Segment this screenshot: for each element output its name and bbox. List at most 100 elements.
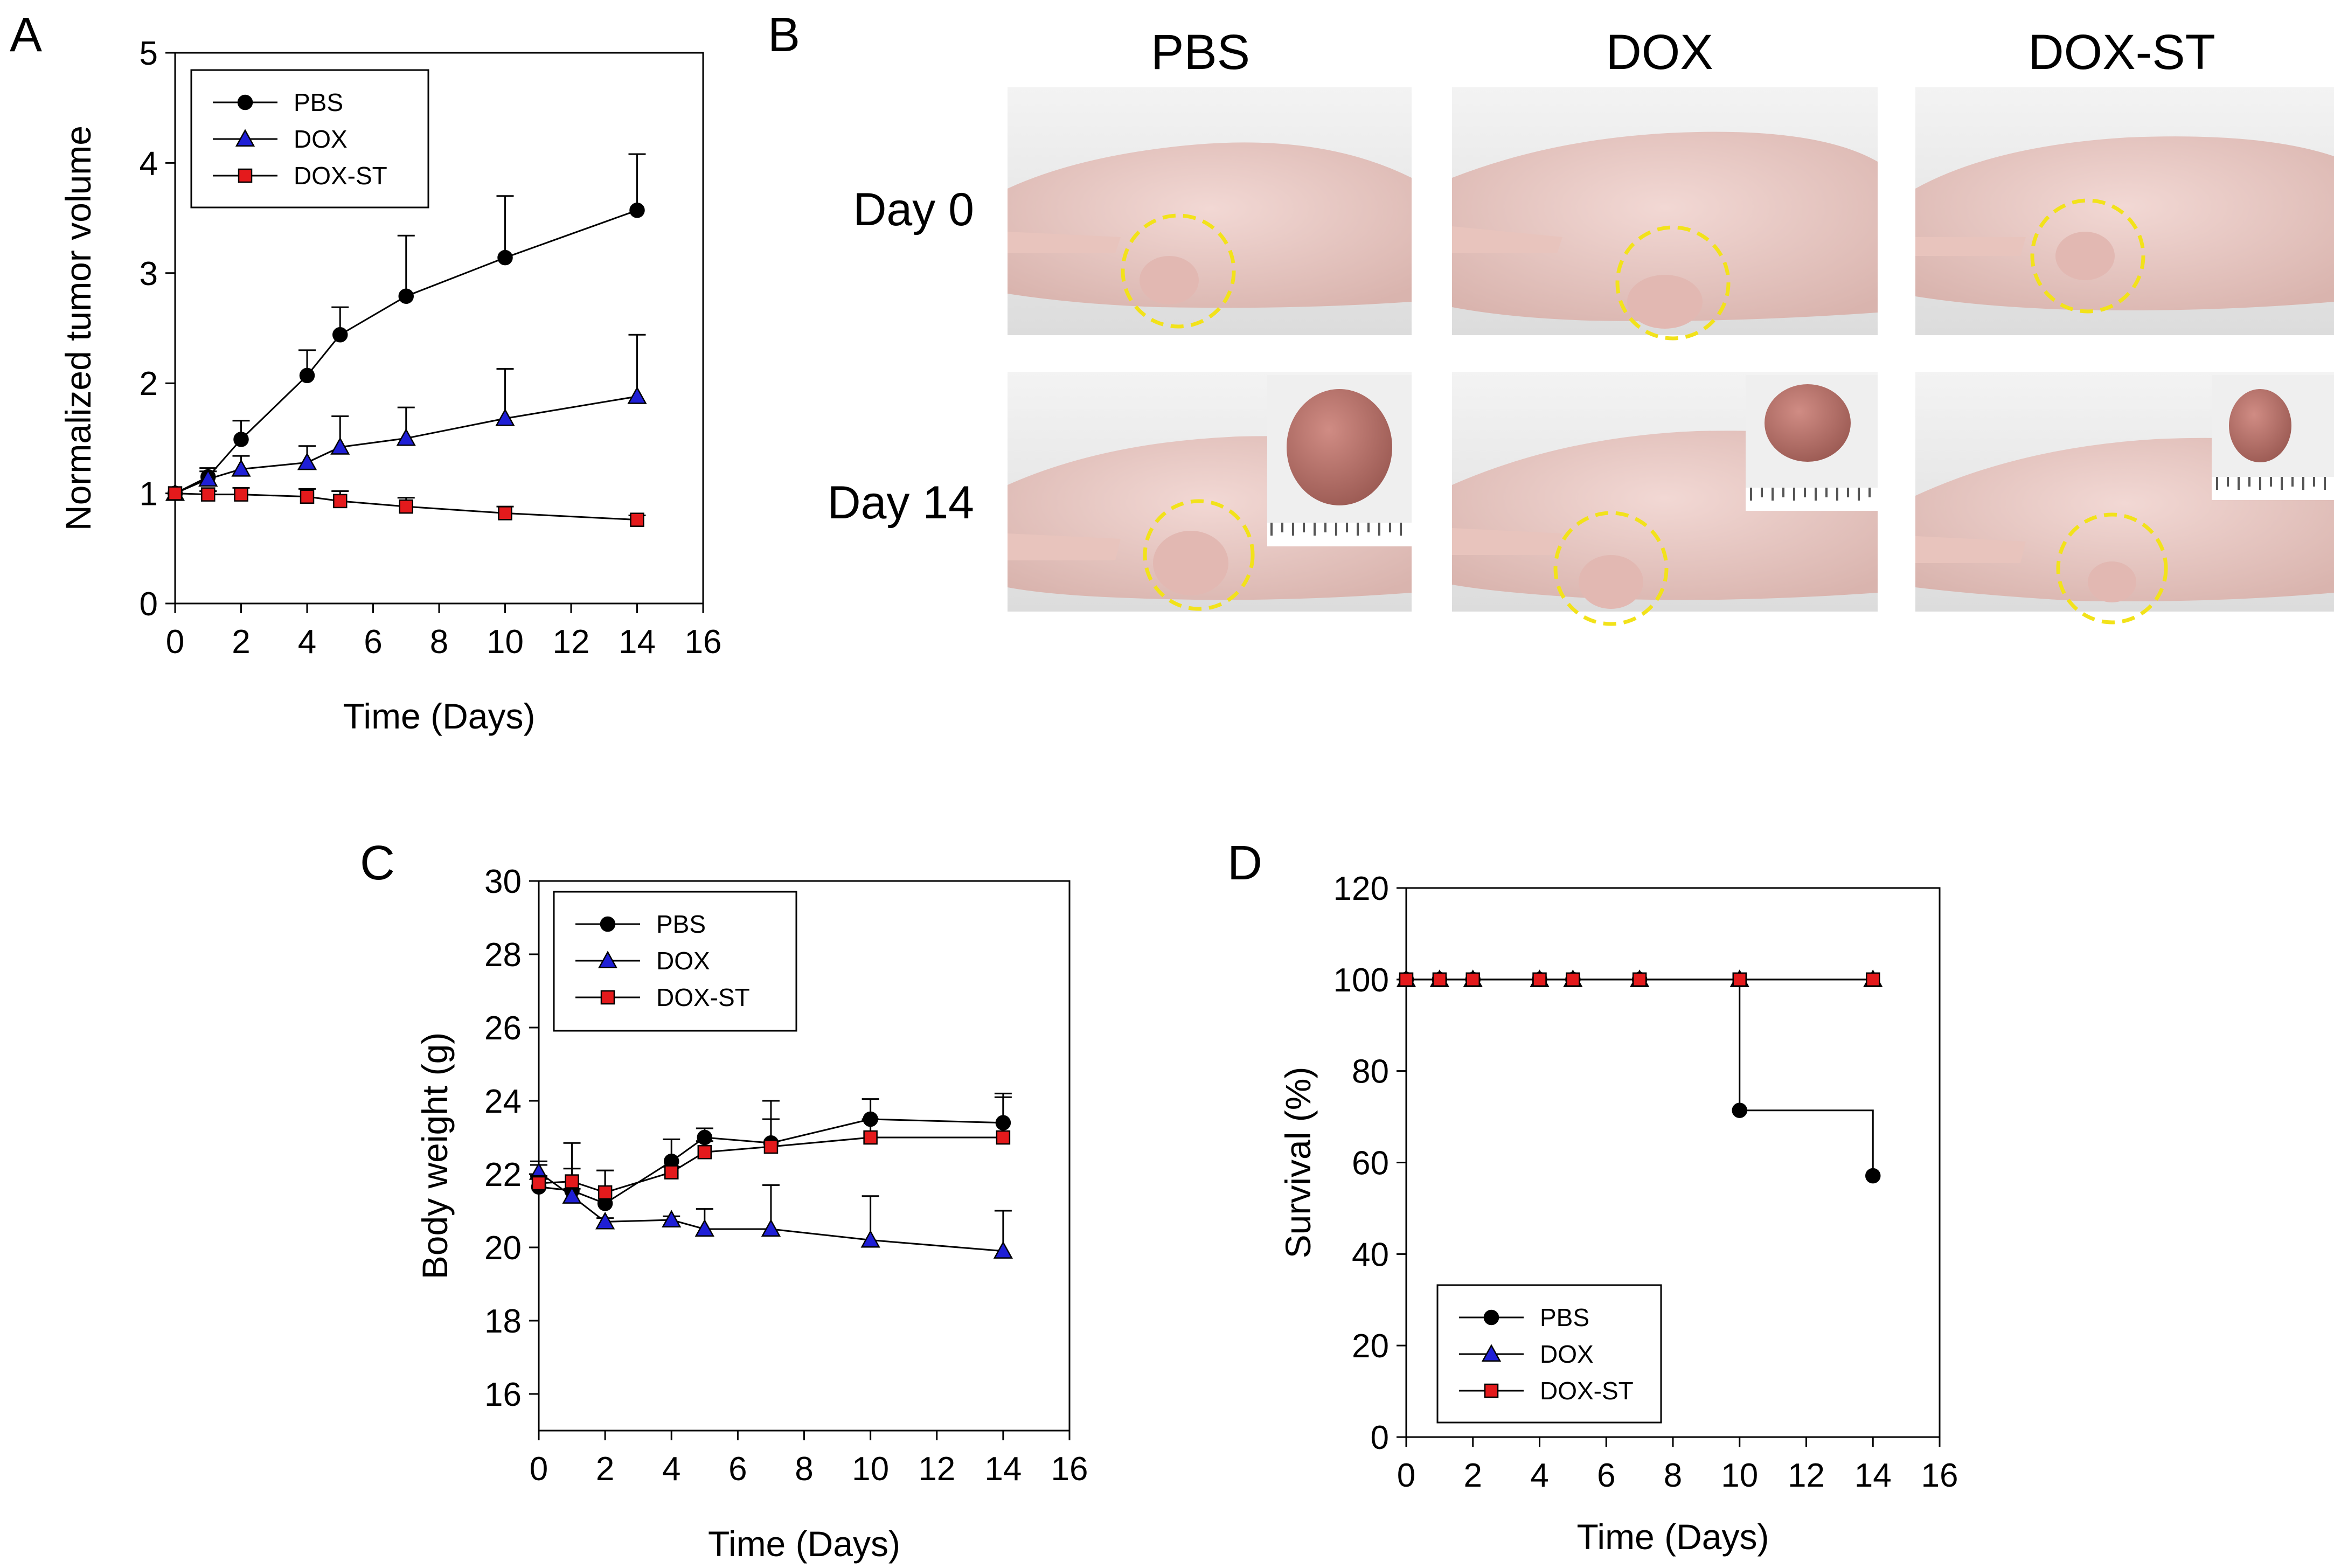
chart-d-legend-label-dox: DOX (1540, 1340, 1594, 1368)
chart-c-point-dox-10 (860, 1230, 880, 1248)
chart-a-xlabel: Time (Days) (343, 696, 536, 736)
chart-d-point-dox-st-1 (1432, 972, 1447, 987)
chart-a-ytick-label-0: 0 (140, 586, 158, 623)
chart-a-xtick-label-14: 14 (619, 623, 656, 661)
chart-a-legend-marker-dox-st (238, 168, 253, 183)
chart-a-point-pbs-7 (398, 288, 414, 304)
chart-d-ytick-label-60: 60 (1352, 1145, 1389, 1182)
chart-a-point-pbs-10 (497, 249, 513, 266)
chart-d-series-dox-st (1399, 972, 1880, 987)
chart-a-ylabel: Normalized tumor volume (58, 126, 98, 531)
panel-letter-b: B (768, 8, 800, 62)
chart-c-point-dox-st-7 (763, 1139, 779, 1154)
chart-a-legend-label-dox: DOX (294, 125, 348, 153)
chart-c-xtick-label-16: 16 (1051, 1451, 1088, 1488)
chart-a-ytick-label-3: 3 (140, 255, 158, 293)
photo-column-title-dox-st: DOX-ST (2028, 25, 2215, 80)
chart-a-point-dox-4 (297, 452, 317, 470)
chart-a-xtick-label-0: 0 (166, 623, 184, 661)
chart-d-ytick-label-0: 0 (1371, 1419, 1389, 1456)
chart-d-point-pbs-10 (1732, 1102, 1747, 1118)
photo-pbs-day14 (1008, 372, 1412, 612)
chart-a-series-dox-st (168, 486, 646, 527)
chart-c-ytick-label-22: 22 (484, 1156, 522, 1194)
chart-a-ytick-label-5: 5 (140, 35, 158, 72)
chart-d-xtick-label-8: 8 (1664, 1457, 1682, 1494)
panel-letter-d: D (1227, 836, 1262, 890)
panel-letter-c: C (360, 836, 395, 890)
chart-c-xtick-label-12: 12 (918, 1451, 955, 1488)
chart-a-legend-label-pbs: PBS (294, 88, 343, 116)
chart-d-point-dox-st-14 (1866, 972, 1880, 987)
chart-c-legend-label-dox: DOX (656, 947, 710, 975)
tumor-circle-pbs-day0 (1121, 213, 1236, 329)
chart-d-legend-label-dox-st: DOX-ST (1540, 1377, 1634, 1405)
photo-column-title-dox: DOX (1606, 25, 1713, 80)
photo-dox-day14 (1452, 372, 1878, 626)
chart-c-ytick-label-16: 16 (484, 1376, 522, 1413)
chart-d-ytick-label-100: 100 (1333, 962, 1389, 999)
chart-d-xtick-label-14: 14 (1854, 1457, 1892, 1494)
chart-d-xtick-label-10: 10 (1721, 1457, 1758, 1494)
chart-d-legend-marker-dox-st (1484, 1383, 1499, 1398)
tumor-circle-pbs-day14 (1143, 499, 1255, 611)
chart-a-point-dox-st-0 (168, 486, 183, 501)
chart-c-legend-marker-dox (598, 950, 618, 969)
chart-d-xtick-label-6: 6 (1597, 1457, 1615, 1494)
chart-a-point-dox-5 (330, 437, 350, 455)
chart-c-point-dox-5 (694, 1219, 714, 1237)
chart-d-point-dox-st-10 (1732, 972, 1747, 987)
chart-c-ytick-label-18: 18 (484, 1303, 522, 1340)
chart-c-ytick-label-24: 24 (484, 1083, 522, 1120)
chart-d-series-pbs (1398, 972, 1881, 1184)
tumor-circle-dox-day14 (1553, 511, 1669, 626)
chart-c-legend-marker-pbs (600, 916, 616, 932)
panel-letter-a: A (10, 8, 42, 62)
photo-column-title-pbs: PBS (1151, 25, 1250, 80)
chart-d-legend-marker-pbs (1483, 1309, 1499, 1326)
chart-c-point-dox-4 (662, 1210, 682, 1228)
chart-a-xtick-label-8: 8 (430, 623, 448, 661)
chart-a-series-dox (165, 334, 647, 501)
chart-a-point-pbs-14 (629, 203, 645, 218)
chart-a-xtick-label-10: 10 (487, 623, 524, 661)
chart-d-line-pbs (1406, 979, 1874, 1176)
chart-c-xtick-label-10: 10 (852, 1451, 889, 1488)
chart-c-xtick-label-4: 4 (662, 1451, 680, 1488)
photo-pbs-day0 (1008, 87, 1412, 335)
chart-c-point-dox-st-14 (996, 1130, 1011, 1145)
tumor-circle-dox-st-day14 (2056, 512, 2168, 625)
chart-d-point-pbs-14 (1865, 1168, 1881, 1184)
chart-c-xlabel: Time (Days) (708, 1524, 900, 1564)
chart-a-point-dox-10 (495, 408, 515, 426)
photo-dox-day0 (1452, 87, 1878, 341)
chart-a-ytick-label-1: 1 (140, 476, 158, 513)
chart-c-ylabel: Body weight (g) (415, 1032, 455, 1280)
chart-d-point-dox-st-4 (1532, 972, 1547, 987)
chart-c-point-dox-2 (595, 1211, 615, 1230)
chart-a-point-dox-st-2 (234, 487, 248, 502)
chart-c-legend-label-dox-st: DOX-ST (656, 983, 750, 1011)
chart-d-survival: 0 2 4 6 8 10 12 14 16 0 20 40 60 80 100 120 Time (Days) S… (1278, 870, 1958, 1557)
chart-a-xtick-label-4: 4 (298, 623, 316, 661)
chart-a-point-dox-st-7 (399, 499, 413, 514)
chart-a-xtick-label-16: 16 (685, 623, 722, 661)
chart-c-point-dox-st-1 (565, 1174, 579, 1189)
chart-d-xlabel: Time (Days) (1577, 1517, 1769, 1557)
chart-a-line-dox (175, 396, 637, 494)
chart-c-point-dox-14 (993, 1241, 1013, 1259)
chart-c-ytick-label-30: 30 (484, 863, 522, 900)
chart-d-legend: PBS DOX DOX-ST (1436, 1284, 1662, 1424)
photo-row-title-day-14: Day 14 (828, 477, 975, 529)
chart-c-point-dox-1 (562, 1186, 582, 1204)
chart-a-legend: PBS DOX DOX-ST (190, 69, 429, 209)
chart-d-ytick-label-120: 120 (1333, 870, 1389, 907)
chart-c-series-dox (529, 1160, 1013, 1259)
chart-a-point-pbs-5 (332, 327, 348, 343)
chart-a-ytick-label-2: 2 (140, 365, 158, 403)
chart-d-ytick-label-40: 40 (1352, 1236, 1389, 1273)
tumor-circle-dox-st-day0 (2030, 198, 2145, 314)
photo-panel-b: PBS DOX DOX-ST Day 0 Day 14 (828, 25, 2334, 626)
chart-a-legend-marker-pbs (237, 94, 253, 110)
